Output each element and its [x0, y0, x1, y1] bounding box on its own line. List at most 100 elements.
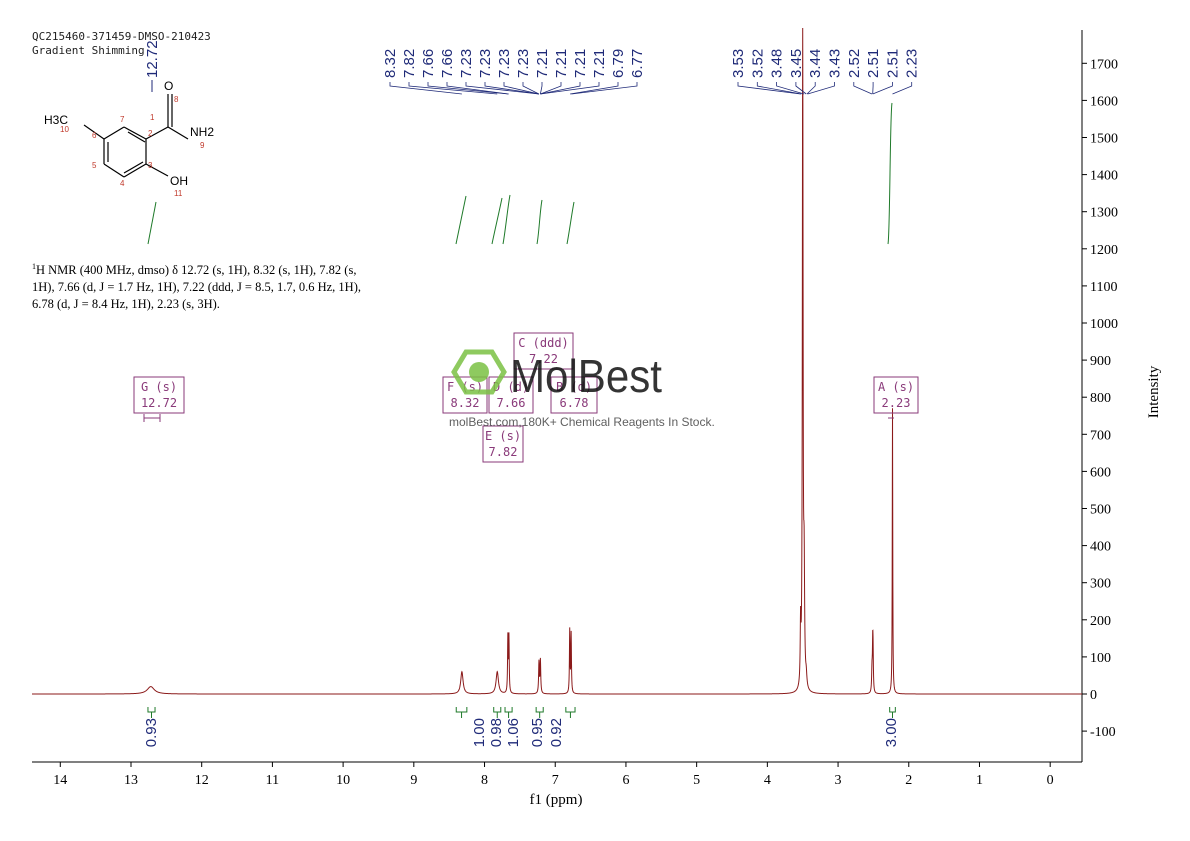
integral-curve	[887, 102, 893, 245]
y-tick-label: 1600	[1090, 94, 1118, 109]
peak-connector	[503, 82, 540, 95]
peak-label: 2.51	[884, 49, 901, 78]
peak-connector	[872, 82, 893, 95]
peak-label: 3.43	[827, 49, 844, 78]
sample-id: QC215460-371459-DMSO-210423	[32, 30, 211, 43]
y-tick-label: -100	[1090, 725, 1116, 740]
integral-value: 0.98	[488, 718, 505, 747]
x-axis-label: f1 (ppm)	[530, 792, 583, 808]
peak-connector	[737, 82, 801, 95]
multiplet-shift: 7.66	[497, 396, 526, 410]
peak-connector	[807, 82, 835, 95]
peak-connector	[427, 82, 509, 95]
x-tick-label: 9	[410, 773, 417, 788]
multiplet-name: E (s)	[485, 429, 521, 443]
peak-label: 3.48	[769, 49, 786, 78]
peak-connector	[570, 82, 619, 95]
x-tick-label: 12	[195, 773, 209, 788]
peak-label: 6.77	[629, 49, 646, 78]
peak-connector	[539, 82, 543, 95]
y-tick-label: 0	[1090, 688, 1097, 703]
integral-curve	[502, 194, 511, 245]
integral-value: 1.06	[505, 718, 522, 747]
x-tick-label: 0	[1047, 773, 1054, 788]
multiplet-name: G (s)	[141, 380, 177, 394]
atom-number: 7	[120, 115, 125, 124]
integral-curve	[455, 195, 467, 245]
multiplet-box	[482, 425, 524, 463]
atom-number: 10	[60, 125, 69, 134]
peak-label: 2.51	[865, 49, 882, 78]
integral-curve	[566, 201, 575, 245]
atom-number: 6	[92, 131, 97, 140]
integral-curve	[536, 199, 543, 245]
integral-value: 1.00	[471, 718, 488, 747]
atom-number: 8	[174, 95, 179, 104]
peak-label: 6.79	[610, 49, 627, 78]
peak-connector	[540, 82, 562, 95]
multiplet-shift: 8.32	[451, 396, 480, 410]
y-tick-label: 700	[1090, 428, 1111, 443]
integral-bracket	[147, 707, 156, 713]
integral-value: 0.95	[529, 718, 546, 747]
peak-connector	[540, 82, 581, 95]
multiplet-name: D (d)	[493, 380, 529, 394]
integral-curve	[491, 197, 503, 245]
multiplet-shift: 7.22	[529, 352, 558, 366]
multiplet-box	[488, 376, 534, 414]
peak-label: 7.23	[496, 49, 513, 78]
peak-label: 7.21	[572, 49, 589, 78]
y-tick-label: 1400	[1090, 169, 1118, 184]
multiplet-shift: 12.72	[141, 396, 177, 410]
x-tick-label: 14	[53, 773, 67, 788]
y-tick-label: 1500	[1090, 132, 1118, 147]
peak-connector	[408, 82, 498, 95]
x-tick-label: 5	[693, 773, 700, 788]
x-tick-label: 1	[976, 773, 983, 788]
watermark: MolBest molBest.com,180K+ Chemical Reagen…	[449, 349, 715, 429]
integral-value: 0.92	[548, 718, 565, 747]
peak-label: 7.21	[534, 49, 551, 78]
y-axis-label: Intensity	[1146, 365, 1162, 418]
x-tick-label: 10	[336, 773, 350, 788]
peak-connector	[806, 82, 816, 95]
integral-bracket	[504, 707, 513, 713]
nmr-description: 1H NMR (400 MHz, dmso) δ 12.72 (s, 1H), …	[32, 262, 361, 312]
peak-label: 7.21	[591, 49, 608, 78]
shimming-note: Gradient Shimming	[32, 44, 145, 57]
peak-connector	[795, 82, 807, 95]
integral-bracket	[565, 707, 576, 713]
watermark-brand: MolBest	[510, 350, 662, 402]
peak-connector	[776, 82, 805, 95]
watermark-logo-icon	[451, 349, 507, 395]
y-tick-label: 1300	[1090, 206, 1118, 221]
multiplet-box	[442, 376, 488, 414]
integral-bracket	[889, 707, 896, 713]
integral-bracket	[535, 707, 544, 713]
multiplet-name: A (s)	[878, 380, 914, 394]
peak-label: 3.45	[788, 49, 805, 78]
amine-label: NH2	[190, 125, 214, 139]
x-tick-label: 11	[266, 773, 279, 788]
watermark-tagline: molBest.com,180K+ Chemical Reagents In S…	[449, 415, 715, 429]
atom-number: 2	[148, 129, 153, 138]
x-tick-label: 7	[552, 773, 559, 788]
peak-label: 3.44	[807, 49, 824, 78]
atom-number: 4	[120, 179, 125, 188]
multiplet-box	[133, 376, 185, 414]
x-tick-label: 4	[764, 773, 771, 788]
multiplet-box	[513, 332, 574, 370]
x-tick-label: 2	[905, 773, 912, 788]
peak-connector	[484, 82, 540, 95]
y-tick-label: 300	[1090, 577, 1111, 592]
y-tick-label: 800	[1090, 391, 1111, 406]
peak-connector	[892, 82, 913, 95]
atom-number: 11	[174, 189, 183, 198]
oxygen-label: O	[164, 79, 173, 93]
multiplet-name: B (d)	[556, 380, 592, 394]
multiplet-name: C (ddd)	[518, 336, 569, 350]
peak-connector	[522, 82, 540, 95]
x-tick-label: 13	[124, 773, 138, 788]
peak-label: 12.72	[144, 40, 161, 78]
